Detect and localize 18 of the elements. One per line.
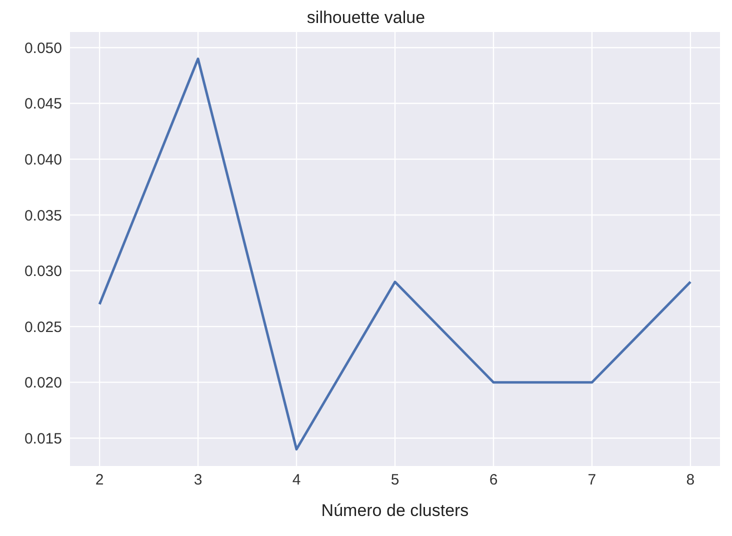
x-tick-label: 8 [686,472,695,489]
y-tick-label: 0.020 [24,374,62,392]
x-tick-label: 7 [588,472,596,489]
y-tick-label: 0.050 [24,40,62,57]
line-series [98,58,692,451]
x-axis-title: Número de clusters [321,501,469,520]
y-tick-label: 0.025 [24,318,62,336]
x-tick-label: 2 [95,472,104,489]
y-tick-label: 0.045 [24,96,62,113]
x-tick-label: 4 [292,472,301,489]
chart-title: silhouette value [306,8,426,28]
x-tick-label: 3 [194,472,202,489]
y-tick-label: 0.040 [24,152,62,169]
y-tick-label: 0.035 [24,207,62,224]
x-tick-label: 6 [489,472,498,489]
y-tick-label: 0.030 [24,263,62,280]
x-tick-label: 5 [390,472,400,489]
y-tick-label: 0.015 [24,430,62,448]
